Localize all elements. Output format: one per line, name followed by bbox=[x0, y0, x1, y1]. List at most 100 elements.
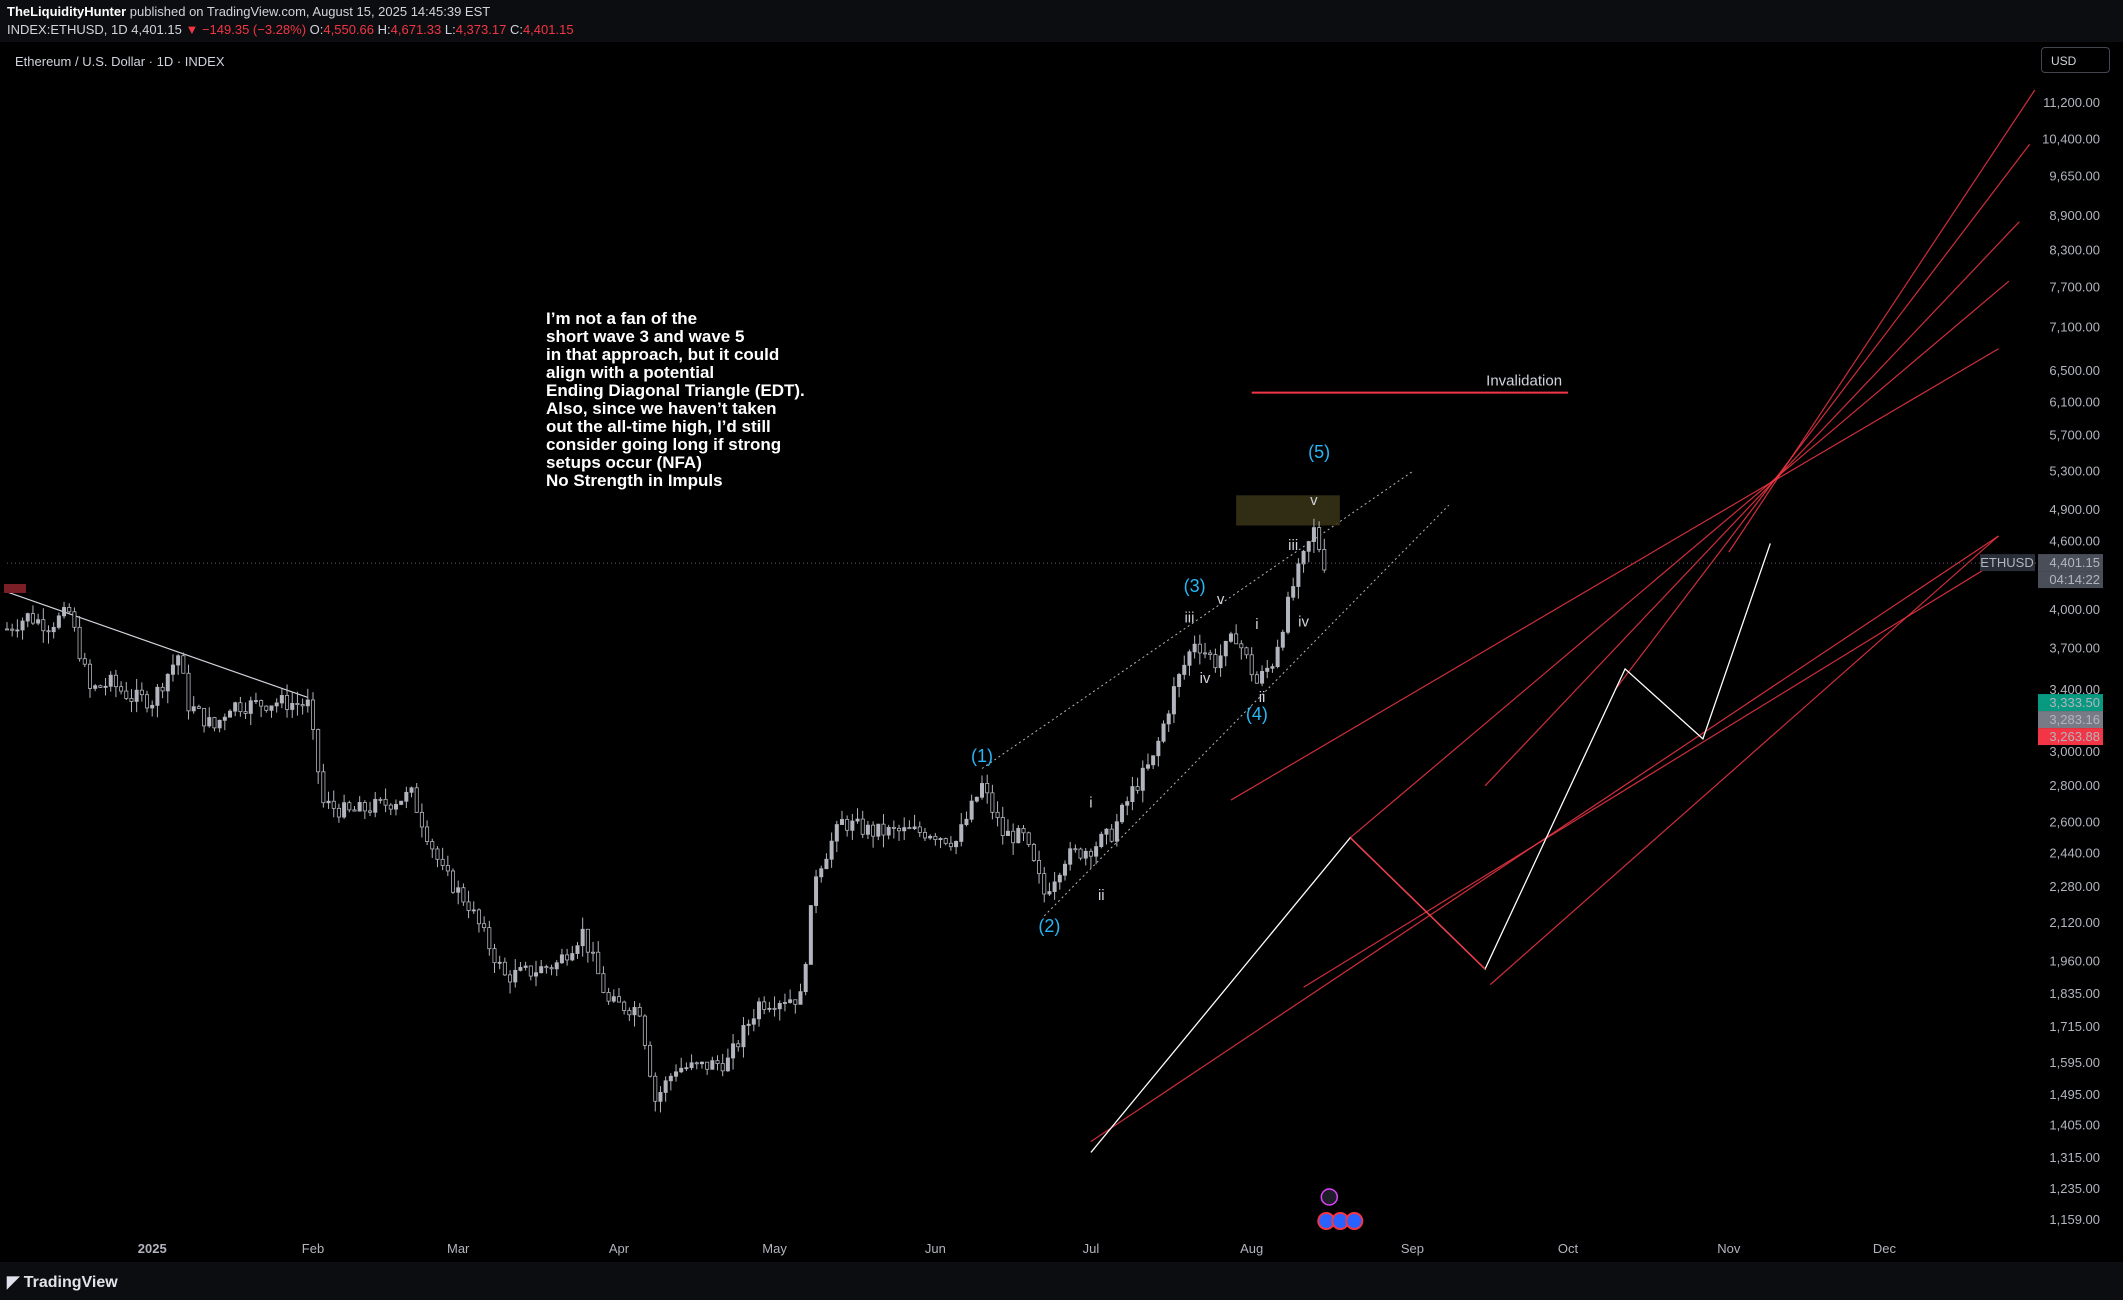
downtrend-line-segment[interactable] bbox=[6, 591, 308, 699]
wedge-lower-line[interactable] bbox=[1043, 504, 1450, 917]
channel-line-5[interactable] bbox=[1484, 221, 2020, 787]
channel-line-6[interactable] bbox=[1614, 143, 2031, 691]
wedge-lines[interactable] bbox=[981, 471, 1450, 917]
candle bbox=[1062, 860, 1067, 881]
candle-body bbox=[440, 858, 445, 866]
projection-polyline[interactable] bbox=[1090, 543, 1771, 1153]
candle bbox=[902, 817, 907, 841]
candle-body bbox=[1234, 633, 1239, 645]
candle bbox=[1016, 825, 1021, 844]
candle bbox=[912, 814, 917, 831]
candle bbox=[834, 820, 839, 853]
target-box[interactable] bbox=[1236, 495, 1340, 526]
candle bbox=[980, 775, 985, 800]
subwave-label: iv bbox=[1200, 670, 1211, 687]
candle-body bbox=[228, 710, 233, 718]
candles[interactable] bbox=[5, 518, 2040, 1113]
candle-body bbox=[259, 700, 264, 707]
candle bbox=[1177, 672, 1182, 698]
projection-red-segment[interactable] bbox=[1349, 837, 1486, 970]
candle bbox=[539, 959, 544, 974]
downtrend-line[interactable] bbox=[4, 583, 308, 699]
candle bbox=[1192, 635, 1197, 659]
channel-line-7[interactable] bbox=[1728, 89, 2036, 553]
price-tick-label: 1,960.00 bbox=[2049, 953, 2100, 968]
price-axis[interactable]: 11,200.00 10,400.00 9,650.00 8,900.00 8,300.… bbox=[2042, 95, 2100, 1227]
candle-body bbox=[782, 1002, 787, 1004]
author-name[interactable]: TheLiquidityHunter bbox=[7, 4, 127, 19]
time-tick-label: Nov bbox=[1717, 1241, 1741, 1256]
candle bbox=[150, 700, 155, 717]
candle-body bbox=[793, 999, 798, 1005]
candle-body bbox=[865, 824, 870, 835]
lightning-icon[interactable] bbox=[1320, 1188, 1339, 1206]
price-tag: 3,283.16 bbox=[2049, 712, 2100, 727]
candle-body bbox=[471, 909, 476, 912]
price-tick-label: 2,440.00 bbox=[2049, 846, 2100, 861]
candle bbox=[699, 1061, 704, 1069]
chart-title: Ethereum / U.S. Dollar · 1D · INDEX bbox=[15, 54, 225, 69]
candle-body bbox=[699, 1061, 704, 1065]
published-text: published on TradingView.com, August 15,… bbox=[129, 4, 491, 19]
target-zone-box[interactable] bbox=[1236, 495, 1340, 526]
tradingview-logo[interactable]: ◤ TradingView bbox=[7, 1272, 118, 1292]
candle-body bbox=[611, 996, 616, 1002]
candle bbox=[839, 810, 844, 825]
candle-body bbox=[907, 827, 912, 830]
candle-body bbox=[1218, 655, 1223, 669]
time-tick-label: Sep bbox=[1401, 1241, 1424, 1256]
price-tag-bg bbox=[2038, 694, 2103, 712]
candle-body bbox=[1151, 755, 1156, 766]
high-label: H: bbox=[377, 22, 391, 37]
candle-body bbox=[1197, 643, 1202, 654]
candle-body bbox=[1026, 832, 1031, 845]
candle-body bbox=[943, 838, 948, 844]
candle-body bbox=[1254, 674, 1259, 684]
last-price-tag: 4,401.15 bbox=[2049, 555, 2100, 570]
projection-path[interactable] bbox=[1090, 543, 1771, 1153]
candle-body bbox=[430, 841, 435, 850]
channel-line-2[interactable] bbox=[1303, 553, 2010, 988]
candle-body bbox=[326, 800, 331, 804]
time-axis[interactable]: 2025 Feb Mar Apr May Jun Jul Aug Sep Oct Nov Dec bbox=[138, 1241, 1897, 1256]
currency-button[interactable]: USD bbox=[2041, 47, 2110, 73]
chart-pane[interactable] bbox=[7, 42, 2038, 1262]
candle-body bbox=[1099, 833, 1104, 847]
candle-body bbox=[715, 1060, 720, 1064]
candle bbox=[663, 1076, 668, 1102]
candle bbox=[336, 803, 341, 823]
wedge-upper-line[interactable] bbox=[981, 471, 1413, 769]
candle bbox=[710, 1056, 715, 1070]
price-tick-label: 8,900.00 bbox=[2049, 208, 2100, 223]
channel-line-4[interactable] bbox=[1349, 280, 2010, 839]
candle-body bbox=[451, 870, 456, 893]
candle bbox=[803, 962, 808, 996]
flag-event-icon[interactable] bbox=[1345, 1212, 1364, 1230]
candle-body bbox=[565, 954, 570, 961]
time-tick-label: May bbox=[762, 1241, 787, 1256]
channel-line-3[interactable] bbox=[1230, 348, 1999, 801]
candle bbox=[191, 696, 196, 714]
wave-label: (4) bbox=[1246, 704, 1268, 724]
candle bbox=[1156, 737, 1161, 767]
candle-body bbox=[212, 717, 217, 729]
candle bbox=[772, 996, 777, 1017]
candle-body bbox=[798, 991, 803, 1005]
candle bbox=[228, 709, 233, 718]
channel-lines[interactable] bbox=[1090, 89, 2036, 1142]
footer-bar: ◤ TradingView bbox=[0, 1262, 2123, 1300]
candle bbox=[679, 1057, 684, 1074]
candle-body bbox=[404, 791, 409, 802]
candle bbox=[653, 1072, 658, 1112]
channel-line-1[interactable] bbox=[1489, 535, 1999, 986]
candle bbox=[782, 993, 787, 1012]
candle bbox=[580, 917, 585, 957]
candle bbox=[891, 820, 896, 839]
candle-body bbox=[508, 974, 513, 983]
candle-body bbox=[129, 698, 134, 702]
invalidation-line[interactable]: Invalidation bbox=[1251, 373, 1569, 394]
event-icons[interactable] bbox=[1317, 1188, 1364, 1230]
candle-body bbox=[1249, 654, 1254, 676]
